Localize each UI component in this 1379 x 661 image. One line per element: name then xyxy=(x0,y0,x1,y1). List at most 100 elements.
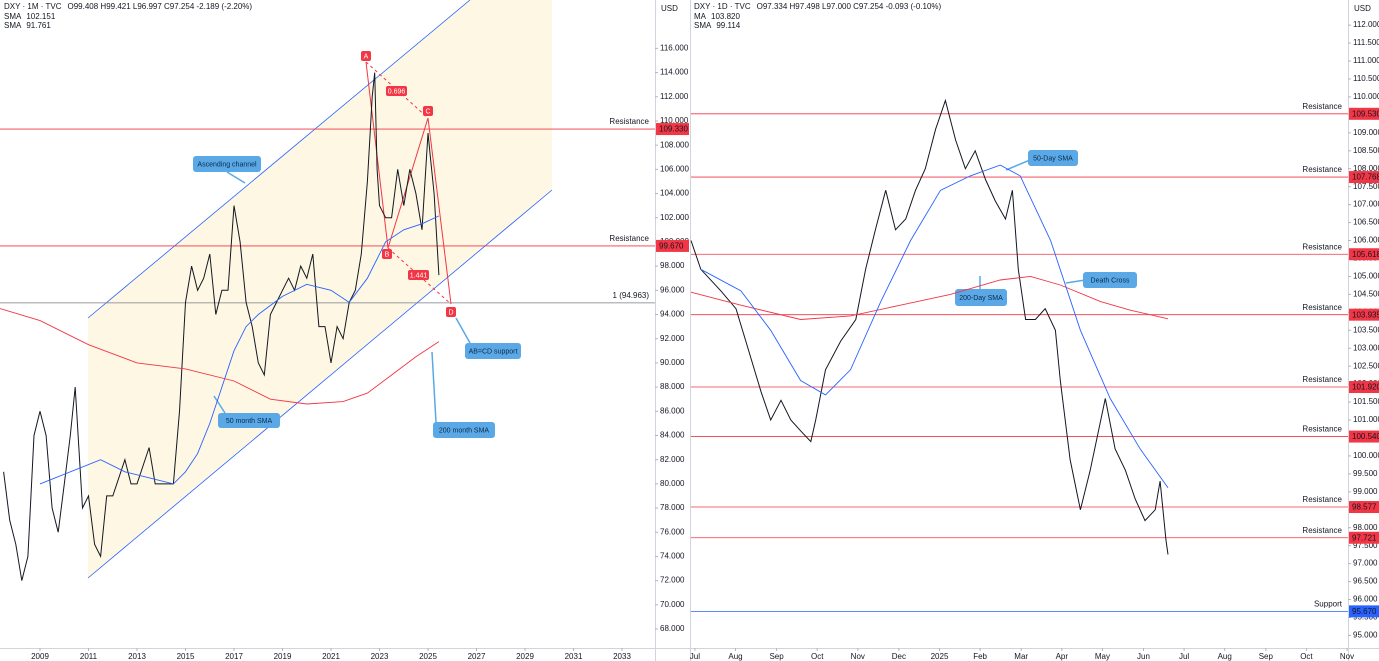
x-tick-label: Sep xyxy=(769,652,784,661)
y-tick-label: 108.000 xyxy=(660,140,689,149)
x-tick-label: Jul xyxy=(1179,652,1189,661)
x-tick-label: 2015 xyxy=(177,652,195,661)
y-tick-label: 98.000 xyxy=(660,261,685,270)
y-tick-label: 96.500 xyxy=(1353,577,1378,586)
y-tick-label: 104.000 xyxy=(660,189,689,198)
point-marker xyxy=(361,51,371,61)
level-price: 105.618 xyxy=(1352,250,1379,259)
ratio-label: 1.441 xyxy=(410,272,428,279)
x-tick-label: Oct xyxy=(1300,652,1313,661)
y-tick-label: 106.000 xyxy=(660,164,689,173)
y-tick-label: 110.500 xyxy=(1353,74,1379,83)
level-price: 101.920 xyxy=(1352,383,1379,392)
legend-title: DXY · 1M · TVC xyxy=(4,2,62,11)
level-price-box xyxy=(1349,605,1379,618)
y-tick-label: 94.000 xyxy=(660,310,685,319)
level-price: 99.670 xyxy=(659,242,684,251)
point-label: D xyxy=(448,309,453,316)
level-label: Support xyxy=(1314,599,1343,608)
x-tick-label: 2011 xyxy=(80,652,98,661)
legend-name: SMA xyxy=(4,21,22,30)
x-tick-label: 2033 xyxy=(613,652,631,661)
callout-label: 50 month SMA xyxy=(226,418,273,425)
y-tick-label: 107.500 xyxy=(1353,182,1379,191)
y-tick-label: 112.000 xyxy=(660,92,689,101)
channel-area xyxy=(88,0,552,578)
y-tick-label: 98.000 xyxy=(1353,523,1378,532)
y-tick-label: 110.000 xyxy=(660,116,689,125)
level-price: 100.540 xyxy=(1352,432,1379,441)
level-label: Resistance xyxy=(1302,495,1342,504)
x-tick-label: 2025 xyxy=(931,652,949,661)
legend-ohlc: O97.334 H97.498 L97.000 C97.254 -0.093 (… xyxy=(757,2,942,11)
y-tick-label: 108.000 xyxy=(1353,164,1379,173)
callout-label: 200-Day SMA xyxy=(959,295,1003,302)
legend-title: DXY · 1D · TVC xyxy=(694,2,751,11)
point-label: C xyxy=(425,108,430,115)
ma-line xyxy=(690,275,1169,320)
y-tick-label: 80.000 xyxy=(660,479,685,488)
y-tick-label: 90.000 xyxy=(660,358,685,367)
callout-label: AB=CD support xyxy=(469,348,518,355)
y-tick-label: 106.000 xyxy=(1353,236,1379,245)
y-tick-label: 102.500 xyxy=(1353,361,1379,370)
callout xyxy=(193,156,261,172)
level-price: 103.935 xyxy=(1352,310,1379,319)
ratio-box xyxy=(408,270,429,280)
y-tick-label: 82.000 xyxy=(660,455,685,464)
abcd-pattern: A B C D 0.696 1.441 xyxy=(361,51,456,317)
callout-label: 200 month SMA xyxy=(439,427,490,434)
x-tick-label: 2031 xyxy=(565,652,583,661)
x-tick-label: Nov xyxy=(1340,652,1354,661)
level-label: Resistance xyxy=(1302,425,1342,434)
y-tick-label: 107.000 xyxy=(1353,200,1379,209)
x-tick-label: Aug xyxy=(728,652,742,661)
y-tick-label: 86.000 xyxy=(660,406,685,415)
legend-name: SMA xyxy=(4,12,22,21)
level-price: 107.768 xyxy=(1352,173,1379,182)
y-tick-label: 109.000 xyxy=(1353,128,1379,137)
x-tick-label: 2023 xyxy=(371,652,389,661)
x-tick-label: Mar xyxy=(1014,652,1028,661)
y-tick-label: 110.000 xyxy=(1353,92,1379,101)
y-tick-label: 104.500 xyxy=(1353,289,1379,298)
x-tick-label: Dec xyxy=(892,652,906,661)
axis-unit: USD xyxy=(661,4,678,13)
y-tick-label: 102.000 xyxy=(660,213,689,222)
y-tick-label: 105.000 xyxy=(1353,272,1379,281)
y-tick-label: 111.000 xyxy=(1353,56,1379,65)
legend-value: 99.114 xyxy=(716,21,740,30)
price-line xyxy=(690,98,1169,555)
level-price-box xyxy=(1349,381,1379,394)
x-tick-label: Feb xyxy=(973,652,987,661)
level-price-box xyxy=(1349,501,1379,514)
level-price: 109.330 xyxy=(659,125,688,134)
point-marker xyxy=(382,249,392,259)
callout xyxy=(465,343,521,359)
y-tick-label: 97.000 xyxy=(1353,559,1378,568)
callout-label: Ascending channel xyxy=(197,161,257,168)
ma-line xyxy=(700,164,1169,488)
x-tick-label: 2029 xyxy=(516,652,534,661)
level-label: Resistance xyxy=(1302,102,1342,111)
callout xyxy=(1028,150,1078,166)
y-tick-label: 99.000 xyxy=(1353,487,1378,496)
level-price: 98.577 xyxy=(1352,503,1377,512)
channel-lower xyxy=(87,189,553,579)
level-label: Resistance xyxy=(1302,526,1342,535)
level-price-box xyxy=(656,239,689,252)
level-price: 109.530 xyxy=(1352,109,1379,118)
y-tick-label: 101.500 xyxy=(1353,397,1379,406)
x-tick-label: Jul xyxy=(690,652,700,661)
legend-name: SMA xyxy=(694,21,712,30)
point-marker xyxy=(423,106,433,116)
level-price-box xyxy=(1349,248,1379,261)
callout-label: 50-Day SMA xyxy=(1033,155,1073,162)
x-tick-label: 2027 xyxy=(468,652,486,661)
y-tick-label: 112.000 xyxy=(1353,20,1379,29)
x-tick-label: Oct xyxy=(811,652,824,661)
level-price-box xyxy=(1349,531,1379,544)
level-price-box xyxy=(1349,308,1379,321)
x-tick-label: May xyxy=(1095,652,1110,661)
